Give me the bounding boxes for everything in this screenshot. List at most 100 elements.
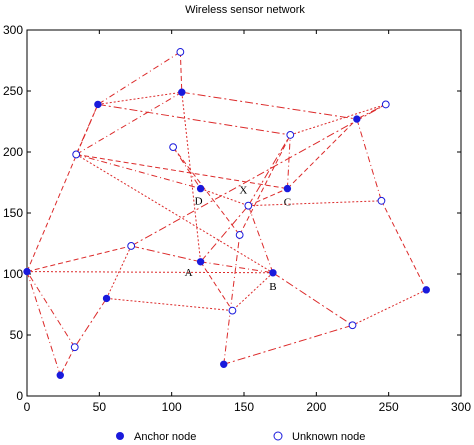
- edge-C-u8: [286, 134, 291, 189]
- anchor-node-a1: [56, 371, 64, 379]
- legend-unknown-label: Unknown node: [292, 431, 365, 443]
- edge-a9-u11: [356, 103, 386, 120]
- edge-u1-B: [75, 154, 274, 274]
- unknown-node-u0: [70, 343, 79, 352]
- edge-B-u5: [232, 272, 274, 311]
- anchor-node-a10: [422, 286, 430, 294]
- anchor-node-C: [283, 184, 292, 193]
- edge-u1-D: [76, 153, 201, 190]
- unknown-node-u8: [286, 131, 295, 139]
- legend-anchor-marker: [116, 432, 124, 440]
- edge-a0-a3: [26, 104, 99, 272]
- anchor-node-a9: [353, 115, 361, 123]
- edge-u3-a3: [97, 51, 181, 105]
- edge-u1-a4: [75, 91, 183, 155]
- node-labels: A B C D X: [185, 185, 291, 293]
- anchor-node-a3: [94, 100, 102, 109]
- nodes-layer: [23, 48, 430, 379]
- y-tick-label: 200: [3, 145, 23, 159]
- edge-u0-a0: [26, 271, 76, 348]
- anchor-node-a0: [23, 267, 31, 276]
- node-label-C: C: [284, 197, 291, 209]
- edge-C-a9: [287, 118, 358, 189]
- edge-A-X: [200, 205, 249, 263]
- edge-a0-a1: [26, 271, 61, 376]
- plot-axes: [26, 29, 462, 397]
- y-tick-label: 250: [3, 84, 23, 98]
- edge-D-X: [200, 188, 249, 207]
- anchor-node-a4: [178, 88, 186, 96]
- unknown-node-u3: [176, 48, 185, 56]
- edge-a2-u5: [106, 297, 233, 312]
- x-tick-label: 250: [379, 400, 399, 414]
- node-label-D: D: [195, 196, 203, 208]
- legend: Anchor node Unknown node: [116, 431, 365, 443]
- unknown-node-u6: [235, 231, 244, 239]
- legend-unknown-marker: [273, 431, 283, 441]
- tick-labels: 0 50 100 150 200 250 300 0 50 100 150 200 250 300: [3, 23, 471, 414]
- edge-a3-a4: [97, 91, 182, 105]
- edge-u8-u11: [290, 103, 386, 136]
- unknown-node-u1: [72, 150, 81, 159]
- edge-u10-a10: [380, 200, 427, 291]
- edge-X-u10: [248, 200, 382, 207]
- edge-a9-u10: [356, 118, 382, 201]
- unknown-node-u11: [381, 100, 390, 109]
- y-tick-label: 150: [3, 206, 23, 220]
- edge-B-X: [247, 205, 274, 273]
- x-tick-label: 100: [162, 400, 182, 414]
- y-tick-label: 0: [16, 389, 23, 403]
- anchor-node-a11: [220, 360, 228, 368]
- edge-u1-C: [76, 153, 288, 190]
- anchor-node-B: [269, 269, 277, 277]
- anchor-node-A: [196, 258, 205, 266]
- edge-B-u9: [272, 272, 353, 326]
- unknown-node-u2: [127, 242, 136, 250]
- edge-u2-a2: [106, 245, 132, 299]
- unknown-node-u10: [377, 196, 386, 205]
- x-tick-label: 50: [93, 400, 107, 414]
- node-label-X: X: [239, 185, 247, 197]
- edge-a11-u6: [223, 234, 241, 365]
- node-label-A: A: [185, 267, 193, 279]
- edge-u3-a4: [179, 51, 183, 93]
- edge-u4-D: [172, 146, 202, 189]
- unknown-node-u5: [228, 306, 237, 315]
- edge-X-u8: [247, 134, 291, 206]
- y-tick-label: 50: [10, 328, 24, 342]
- edge-a3-u8: [97, 103, 291, 136]
- x-tick-label: 300: [451, 400, 471, 414]
- edge-u2-u11: [130, 103, 387, 247]
- unknown-node-X: [244, 201, 253, 210]
- edge-a0-u2: [26, 245, 132, 273]
- legend-anchor-label: Anchor node: [134, 431, 196, 443]
- anchor-node-a2: [102, 294, 111, 303]
- anchor-node-D: [196, 184, 205, 193]
- edge-a4-a9: [181, 91, 357, 120]
- edge-A-u5: [200, 261, 233, 311]
- node-label-B: B: [269, 281, 276, 293]
- edges-layer: [26, 51, 427, 376]
- edge-X-C: [248, 188, 288, 207]
- y-tick-label: 300: [3, 23, 23, 37]
- x-tick-label: 200: [306, 400, 326, 414]
- chart-title: Wireless sensor network: [185, 4, 305, 16]
- edge-u4-u6: [172, 146, 241, 236]
- edge-a4-A: [181, 92, 202, 262]
- plot-box: [26, 29, 462, 397]
- edge-a0-B: [26, 271, 273, 274]
- edge-a2-u0: [74, 298, 107, 348]
- edge-u9-a11: [223, 324, 353, 365]
- edge-u6-u8: [239, 134, 291, 236]
- edge-A-B: [200, 261, 274, 274]
- x-tick-label: 0: [24, 400, 31, 414]
- unknown-node-u4: [169, 143, 178, 152]
- edge-a3-u1: [75, 104, 99, 155]
- y-tick-label: 100: [3, 267, 23, 281]
- edge-a10-u9: [352, 289, 427, 326]
- edge-u2-A: [131, 245, 201, 263]
- edge-u0-a1: [59, 346, 76, 376]
- x-tick-label: 150: [234, 400, 254, 414]
- unknown-node-u9: [348, 321, 357, 330]
